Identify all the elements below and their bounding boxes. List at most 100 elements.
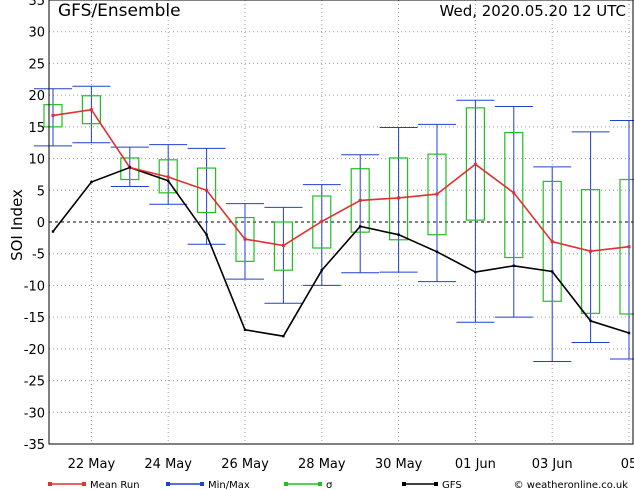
y-tick-label-14: -35 <box>24 438 45 453</box>
gfs-point-13 <box>551 270 554 273</box>
minmax-bar-3 <box>149 144 188 205</box>
y-tick-label-7: 0 <box>37 216 45 231</box>
mean-run-point-6 <box>281 243 285 247</box>
minmax-bar-14 <box>571 131 610 344</box>
legend-mean-marker-right <box>82 482 86 486</box>
mean-run-point-15 <box>627 245 631 249</box>
mean-run-point-0 <box>51 113 55 117</box>
mean-run-line <box>52 108 630 253</box>
gfs-point-14 <box>589 319 592 323</box>
gfs-point-7 <box>320 269 323 272</box>
y-axis-label: SOI Index <box>8 189 26 261</box>
y-tick-label-4: 15 <box>28 121 45 136</box>
gfs-point-2 <box>128 166 131 169</box>
y-tick-label-2: 25 <box>28 57 45 72</box>
y-tick-label-5: 10 <box>28 153 45 168</box>
gfs-point-6 <box>282 334 285 338</box>
gfs-point-10 <box>435 250 439 254</box>
minmax-bar-15 <box>610 120 634 360</box>
legend-item-minmax: Min/Max <box>166 480 250 490</box>
chart-timestamp: Wed, 2020.05.20 12 UTC <box>440 2 626 20</box>
legend-mean-marker-left <box>48 482 52 486</box>
mean-run-point-11 <box>473 162 477 166</box>
gfs-point-5 <box>243 328 247 332</box>
minmax-bar-8 <box>341 154 380 274</box>
mean-run-point-12 <box>512 191 516 195</box>
sigma-boxes <box>43 95 634 315</box>
legend-sigma-label: σ <box>326 480 333 490</box>
gfs-point-8 <box>359 225 362 228</box>
mean-run-point-7 <box>320 219 324 223</box>
sigma-box-6 <box>273 221 293 271</box>
gfs-point-0 <box>51 230 55 233</box>
legend-gfs-label: GFS <box>442 480 462 490</box>
y-tick-label-8: -5 <box>32 248 45 263</box>
y-tick-label-1: 30 <box>28 26 45 41</box>
legend-item-mean: Mean Run <box>48 480 140 490</box>
minmax-bar-0 <box>34 88 72 147</box>
legend-gfs-marker-right <box>434 482 438 486</box>
sigma-box-2 <box>120 157 140 181</box>
mean-run-point-10 <box>435 192 439 196</box>
legend-item-sigma: σ <box>284 480 333 490</box>
series-lines <box>51 108 631 338</box>
sigma-box-12 <box>504 131 524 259</box>
credit-text: © weatheronline.co.uk <box>514 480 629 490</box>
minmax-bar-6 <box>264 206 303 304</box>
mean-run-point-13 <box>550 240 554 244</box>
legend-item-gfs: GFS <box>402 480 462 490</box>
x-tick-labels: 22 May 24 May 26 May 28 May 30 May 01 Jun 03 J… <box>68 457 634 472</box>
x-tick-label-2: 26 May <box>221 457 269 472</box>
mean-run-point-1 <box>89 108 93 112</box>
gfs-point-12 <box>512 264 515 267</box>
mean-run-point-14 <box>589 249 593 253</box>
y-tick-label-6: 5 <box>37 184 45 199</box>
sigma-box-7 <box>312 195 332 249</box>
x-tick-label-3: 28 May <box>298 457 346 472</box>
x-tick-label-4: 30 May <box>375 457 423 472</box>
x-tick-label-6: 03 Jun <box>532 457 573 472</box>
minmax-bar-5 <box>226 203 264 280</box>
y-tick-label-11: -20 <box>24 343 45 358</box>
gfs-point-9 <box>397 233 400 236</box>
mean-run-point-5 <box>243 237 247 241</box>
sigma-box-3 <box>158 159 178 194</box>
gfs-point-11 <box>474 270 477 274</box>
plot-frame <box>48 0 634 445</box>
sigma-box-14 <box>580 189 601 314</box>
gfs-line <box>52 166 630 338</box>
x-tick-label-1: 24 May <box>144 457 192 472</box>
minmax-bar-12 <box>494 106 533 318</box>
legend-minmax-marker-left <box>166 482 170 486</box>
sigma-box-15 <box>619 178 634 315</box>
minmax-bar-11 <box>456 99 495 323</box>
minmax-bar-10 <box>418 123 456 283</box>
legend-mean-label: Mean Run <box>90 480 140 490</box>
mean-run-point-3 <box>166 175 170 179</box>
legend: Mean Run Min/Max σ GFS <box>48 480 462 490</box>
legend-minmax-marker-right <box>200 482 204 486</box>
sigma-box-5 <box>235 216 255 262</box>
mean-run-point-9 <box>397 196 401 200</box>
x-tick-label-5: 01 Jun <box>455 457 496 472</box>
minmax-bar-4 <box>187 147 226 245</box>
legend-sigma-marker-left <box>284 482 288 486</box>
legend-gfs-marker-left <box>402 482 406 486</box>
minmax-bar-7 <box>302 184 341 286</box>
gfs-point-4 <box>205 233 208 236</box>
y-tick-label-9: -10 <box>24 279 45 294</box>
gfs-point-3 <box>167 179 170 182</box>
legend-sigma-marker-right <box>318 482 322 486</box>
sigma-box-11 <box>465 107 485 221</box>
minmax-bar-9 <box>379 126 418 273</box>
y-tick-label-3: 20 <box>28 89 45 104</box>
x-tick-label-0: 22 May <box>68 457 116 472</box>
y-tick-label-13: -30 <box>24 406 45 421</box>
sigma-box-13 <box>542 180 562 302</box>
y-tick-labels: 35 30 25 20 15 10 5 0 -5 -10 -15 -20 -25 -30 -35 <box>24 0 45 453</box>
y-tick-label-10: -15 <box>24 311 45 326</box>
y-tick-label-0: 35 <box>28 0 45 9</box>
sigma-box-0 <box>43 104 63 128</box>
